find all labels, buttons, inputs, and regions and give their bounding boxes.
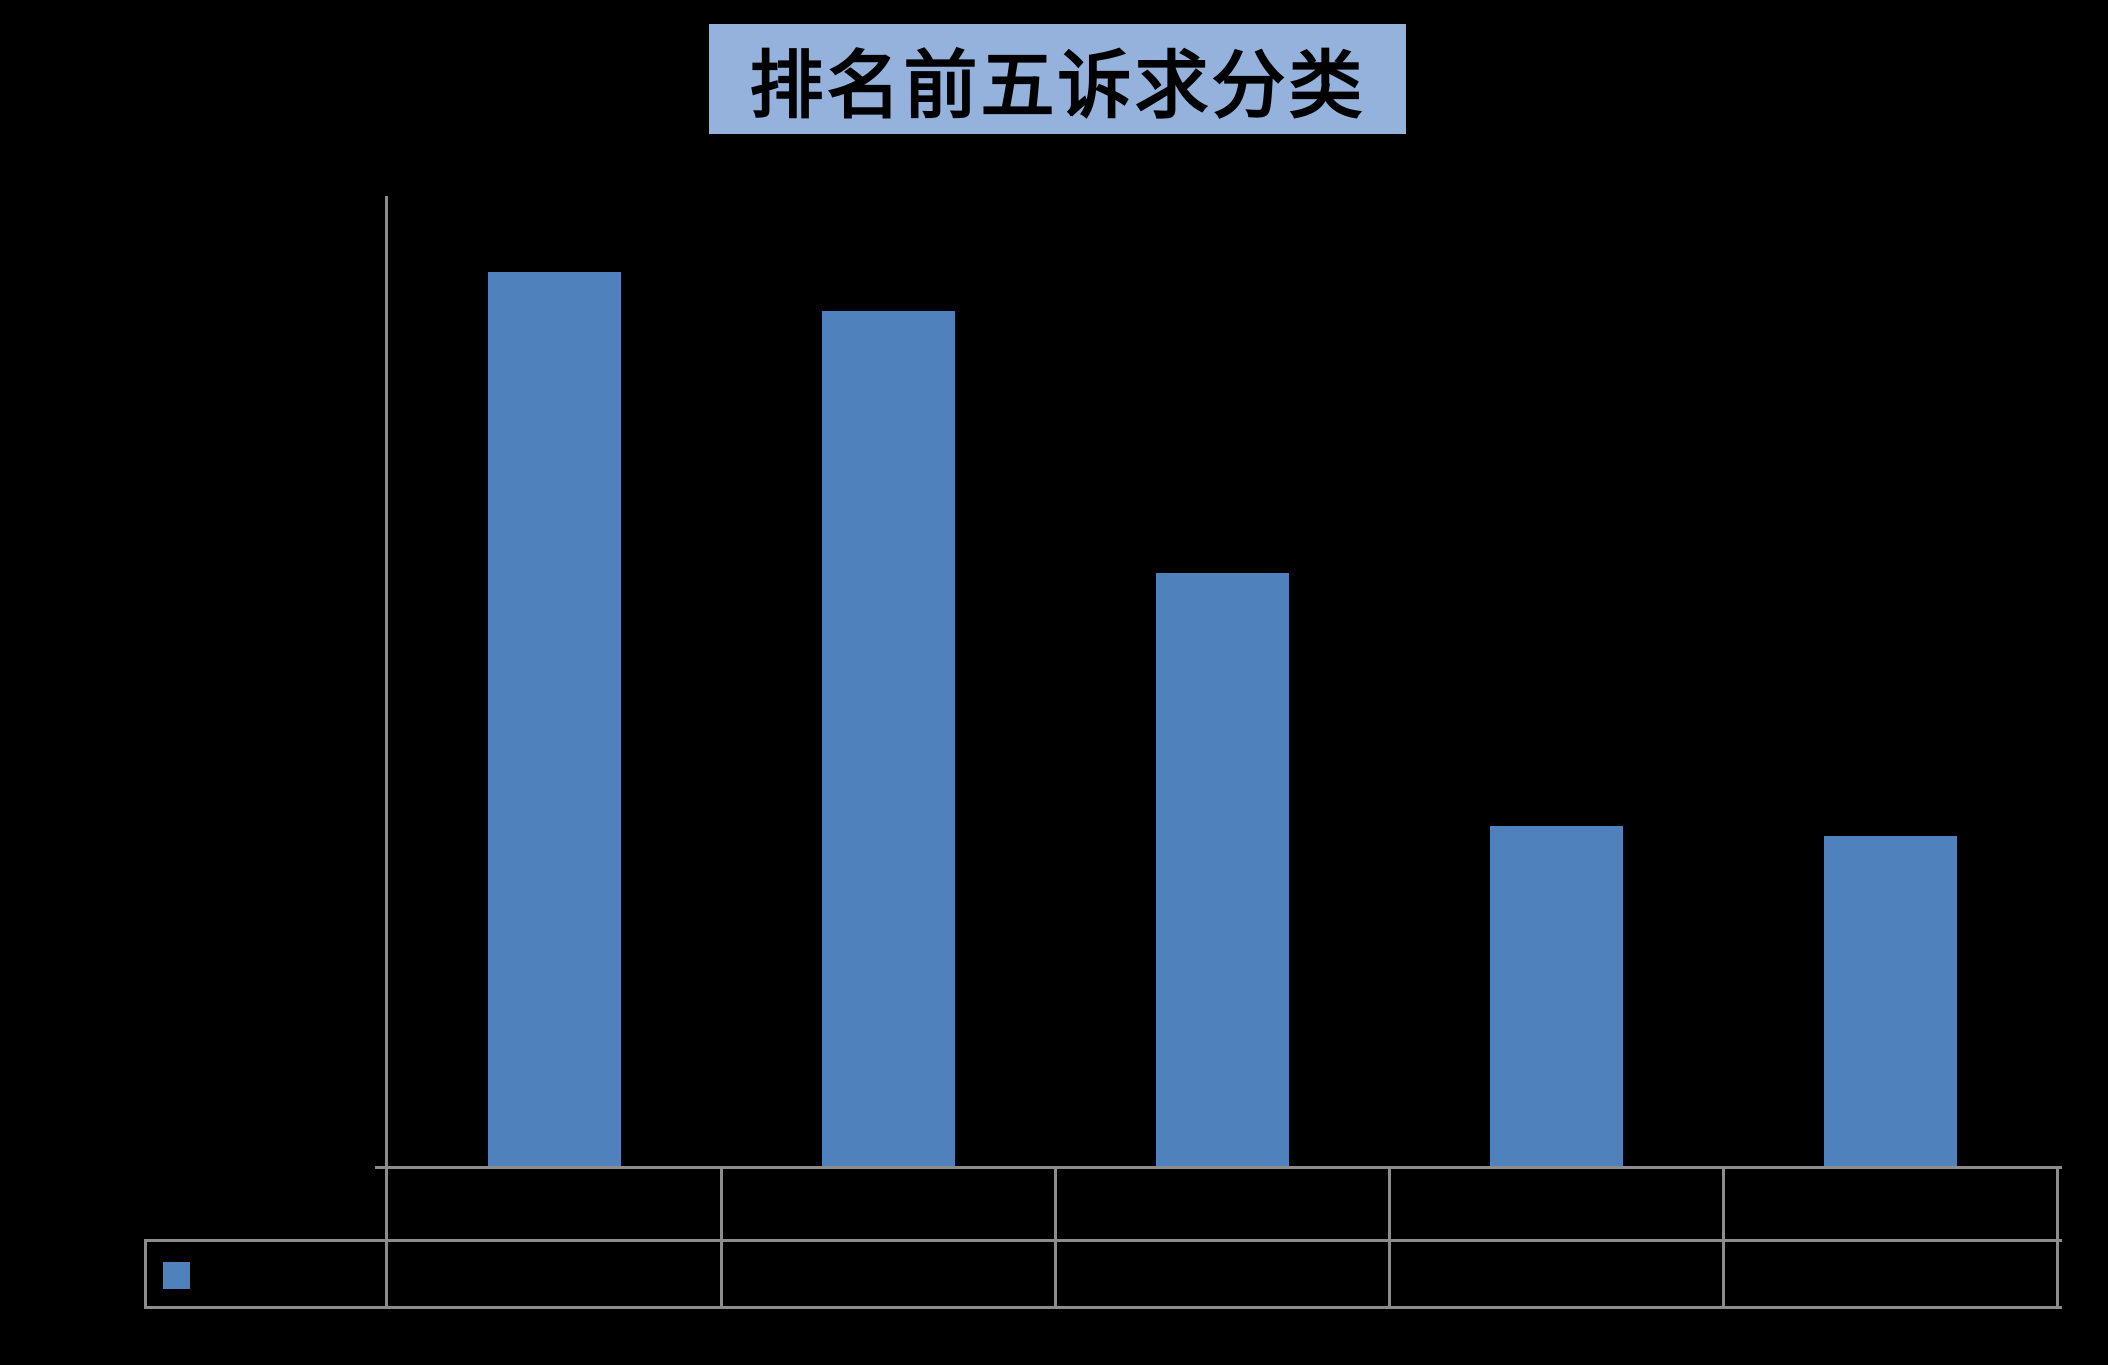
bar [487,272,621,1166]
value-cell [1058,1242,1386,1306]
legend-cell-label [205,1242,382,1306]
bar [821,311,955,1166]
category-cell [1726,1169,2054,1239]
bar [1489,826,1623,1166]
table-column-divider [720,1166,723,1309]
table-column-divider [1054,1166,1057,1309]
table-row-divider [144,1239,2062,1242]
value-cell [724,1242,1052,1306]
category-cell [390,1169,718,1239]
x-axis-tick [375,1166,385,1169]
table-column-divider [1722,1166,1725,1309]
value-cell [390,1242,718,1306]
category-cell [1058,1169,1386,1239]
table-top-border [385,1166,2062,1169]
chart-title: 排名前五诉求分类 [709,24,1406,134]
table-column-divider [1388,1166,1391,1309]
bar [1823,836,1957,1166]
y-axis-line [385,196,388,1309]
bar [1155,573,1289,1166]
value-cell [1726,1242,2054,1306]
value-cell [1392,1242,1720,1306]
legend-swatch [163,1262,190,1289]
table-column-divider [2056,1166,2059,1309]
category-cell [1392,1169,1720,1239]
legend-cell-left-border [144,1239,147,1309]
category-cell [724,1169,1052,1239]
table-bottom-border [144,1306,2062,1309]
